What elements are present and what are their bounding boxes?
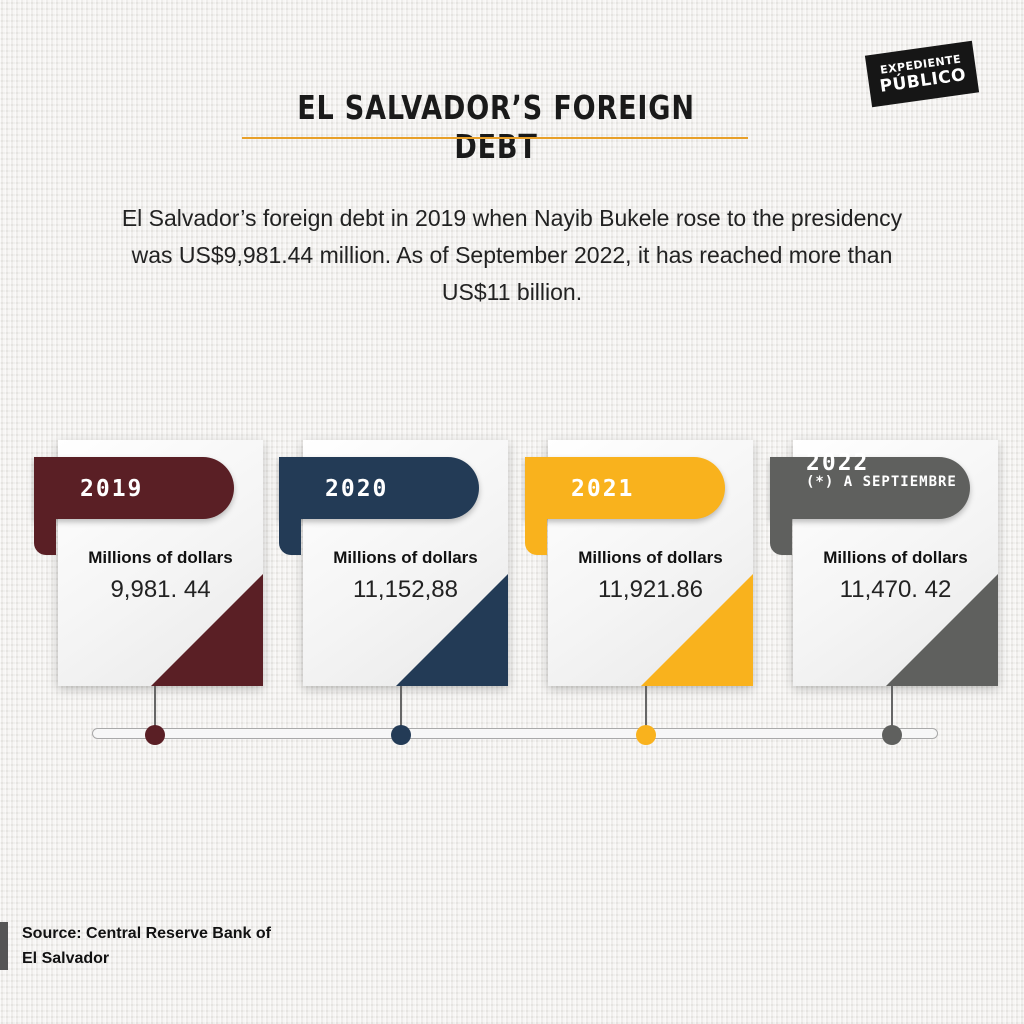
source-line-1: Source: Central Reserve Bank of (22, 925, 271, 942)
year-label-2021: 2021 (571, 476, 635, 502)
source-line-2: El Salvador (22, 950, 110, 967)
year-tab-2021: 2021 (525, 457, 725, 555)
card-caption-2022: Millions of dollars (823, 548, 968, 567)
year-text-2022: 2022 (806, 450, 870, 476)
year-tab-fold-2021 (525, 519, 547, 555)
year-tab-fold-2022 (770, 519, 792, 555)
title-underline (242, 137, 748, 139)
timeline-bar (92, 728, 938, 739)
card-caption-2020: Millions of dollars (333, 548, 478, 567)
timeline-dot-2022 (882, 725, 902, 745)
year-note-2022: (*) A SEPTIEMBRE (806, 474, 957, 491)
year-tab-2020: 2020 (279, 457, 479, 555)
timeline-dot-2019 (145, 725, 165, 745)
year-label-2022: 2022 (*) A SEPTIEMBRE (806, 451, 957, 490)
year-tab-fold-2019 (34, 519, 56, 555)
source-note: Source: Central Reserve Bank of El Salva… (22, 921, 352, 971)
card-value-2020: 11,152,88 (353, 576, 458, 603)
timeline-stem-2019 (154, 686, 156, 726)
card-value-2022: 11,470. 42 (839, 576, 952, 603)
card-caption-2021: Millions of dollars (578, 548, 723, 567)
timeline-stem-2021 (645, 686, 647, 726)
year-label-2020: 2020 (325, 476, 389, 502)
card-caption-2019: Millions of dollars (88, 548, 233, 567)
timeline-stem-2020 (400, 686, 402, 726)
card-value-2019: 9,981. 44 (110, 576, 211, 603)
year-tab-fold-2020 (279, 519, 301, 555)
year-tab-2019: 2019 (34, 457, 234, 555)
card-value-2021: 11,921.86 (598, 576, 703, 603)
timeline-dot-2020 (391, 725, 411, 745)
intro-text: El Salvador’s foreign debt in 2019 when … (121, 205, 903, 305)
timeline-dot-2021 (636, 725, 656, 745)
page-title: EL SALVADOR’S FOREIGN DEBT (297, 88, 695, 166)
year-label-2019: 2019 (80, 476, 144, 502)
timeline-stem-2022 (891, 686, 893, 726)
year-tab-2022: 2022 (*) A SEPTIEMBRE (770, 451, 970, 555)
source-accent-bar (0, 922, 8, 970)
